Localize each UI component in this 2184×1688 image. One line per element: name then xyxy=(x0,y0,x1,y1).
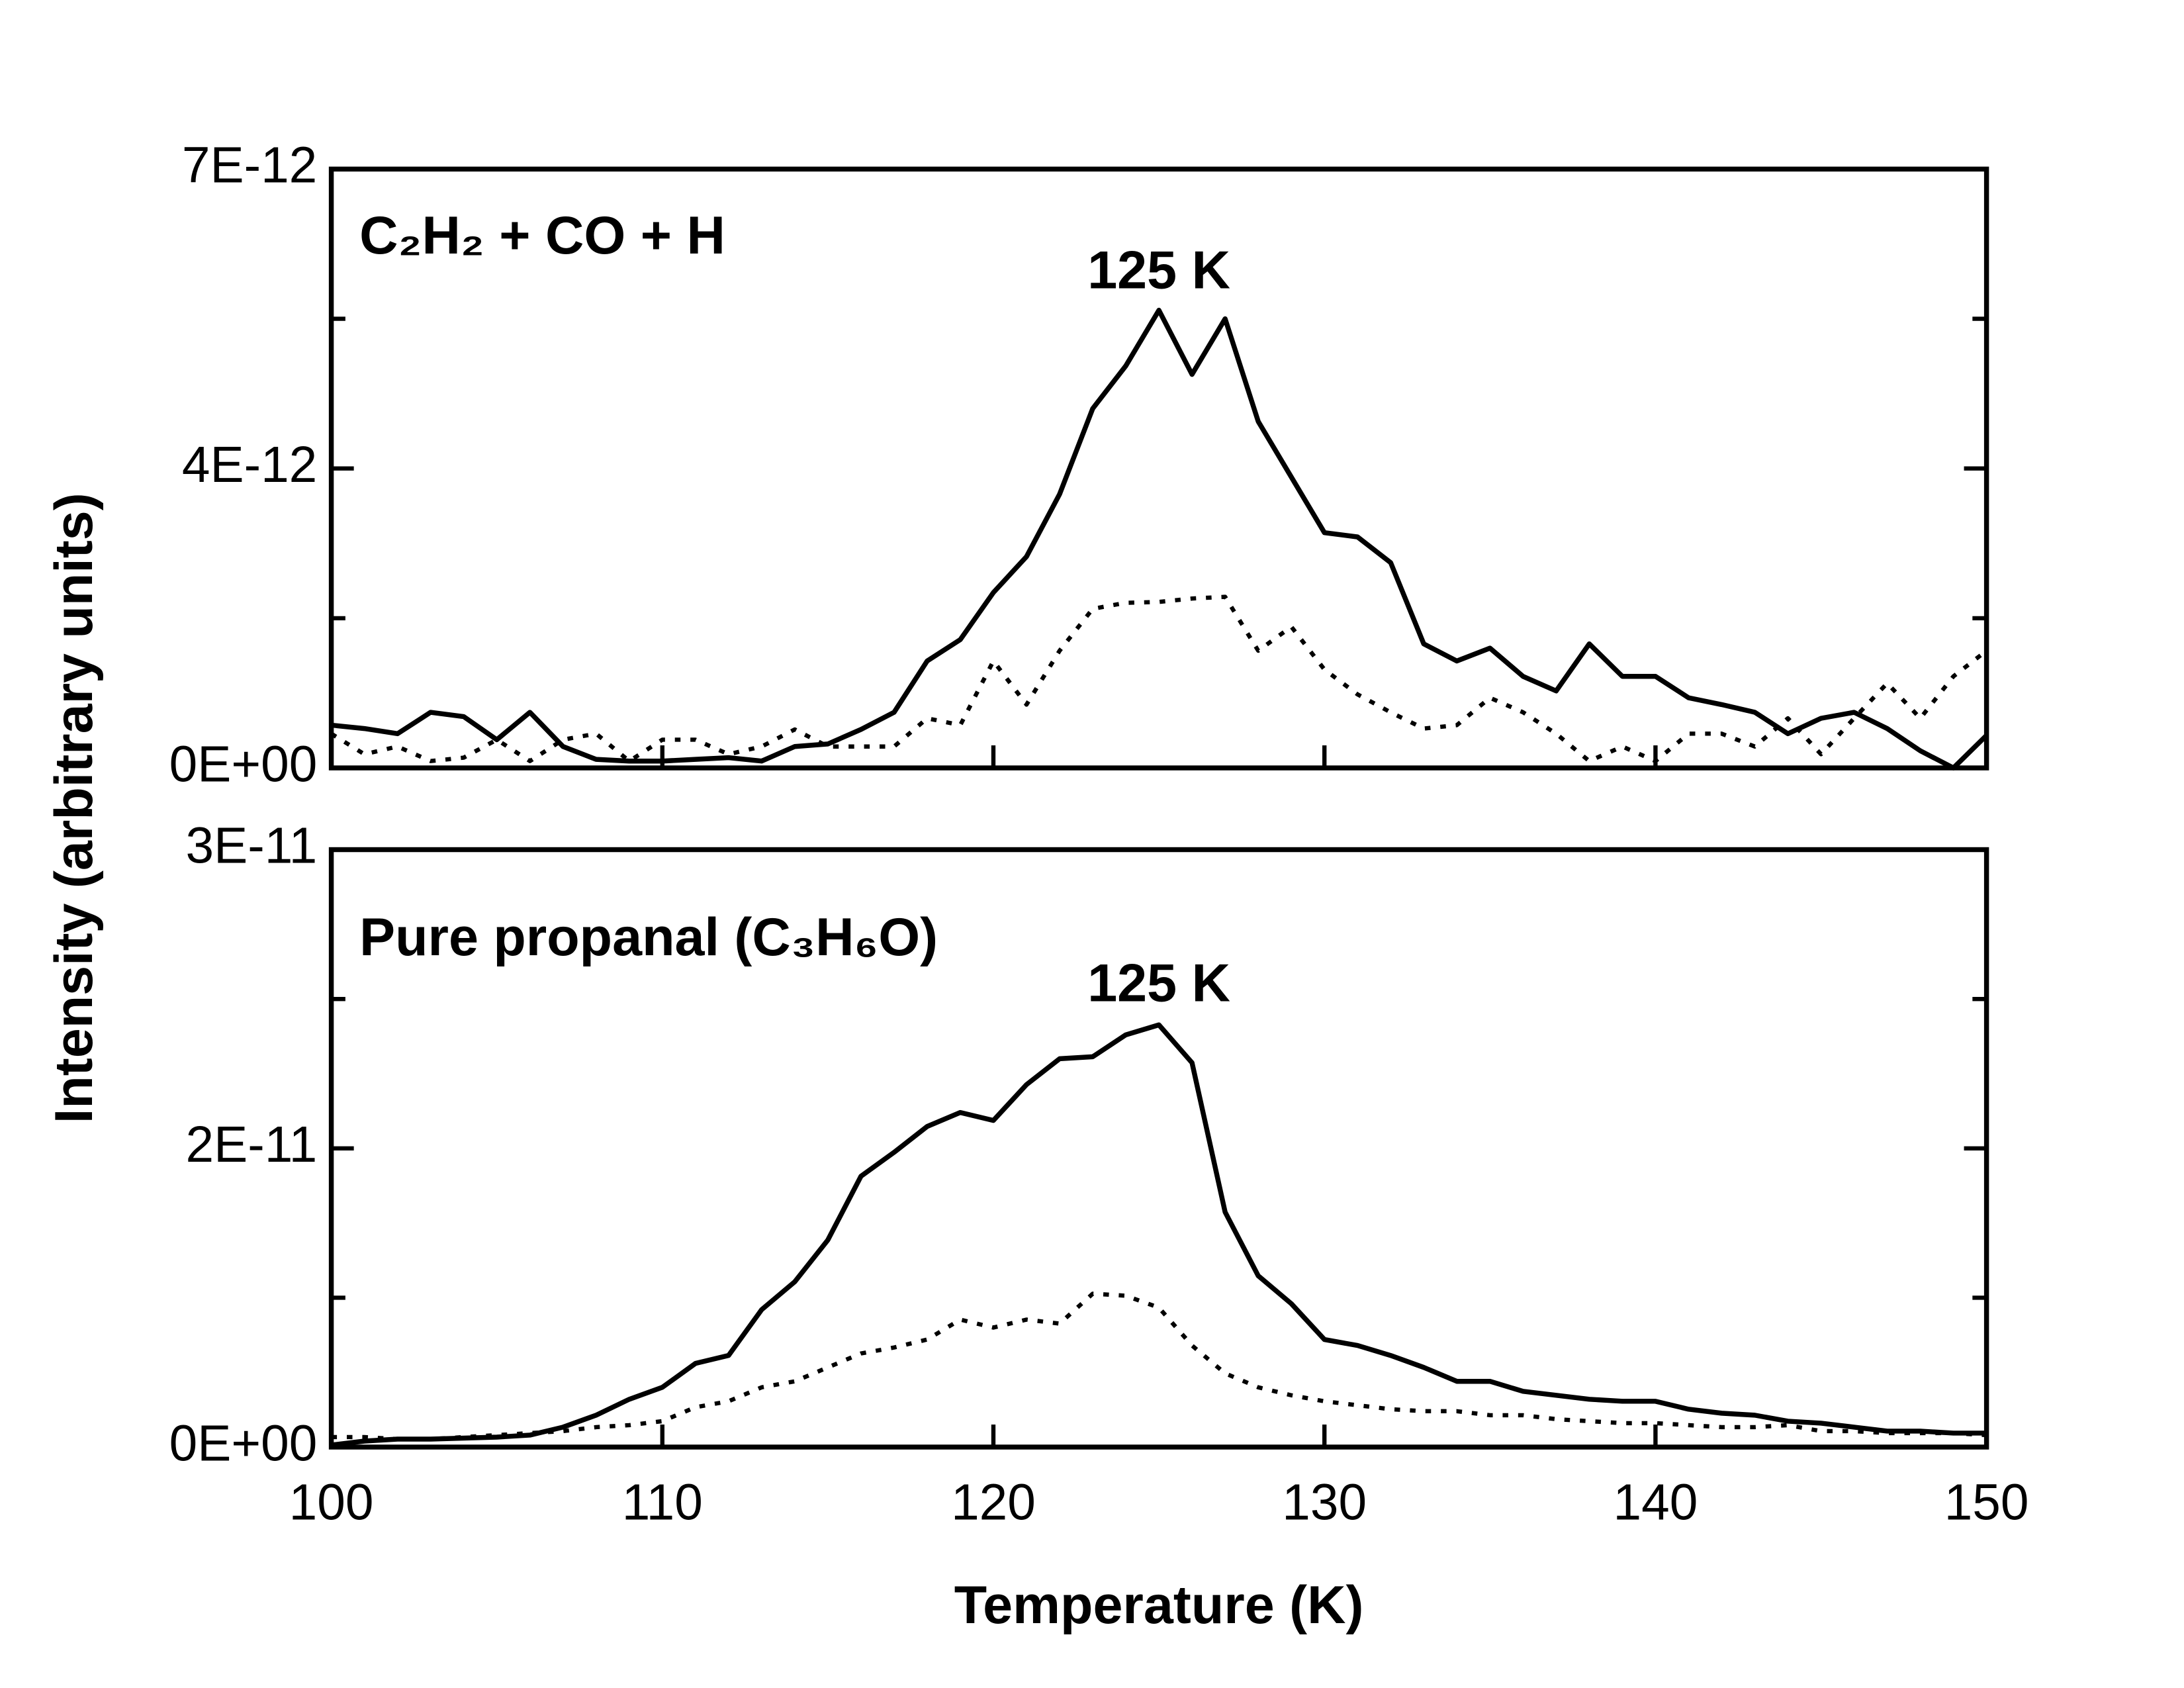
data-line xyxy=(330,594,1988,763)
x-tick-label: 120 xyxy=(951,1475,1036,1531)
x-tick-label: 130 xyxy=(1282,1475,1367,1531)
y-tick-label: 0E+00 xyxy=(169,1415,318,1472)
x-tick-label: 150 xyxy=(1944,1475,2029,1531)
y-axis-title: Intensity (arbitrary units) xyxy=(44,492,104,1123)
y-tick-label: 3E-11 xyxy=(186,818,318,874)
panel-label: Pure propanal (C₃H₆O) xyxy=(359,908,938,967)
panel-label: C₂H₂ + CO + H xyxy=(359,206,725,265)
data-line xyxy=(331,1022,1987,1448)
x-tick-label: 110 xyxy=(622,1475,703,1531)
y-tick-label: 7E-12 xyxy=(182,138,317,194)
y-tick-label: 2E-11 xyxy=(186,1117,318,1173)
annotation: 125 K xyxy=(1087,241,1230,301)
data-line xyxy=(331,1291,1987,1442)
x-axis-title: Temperature (K) xyxy=(954,1575,1364,1635)
y-tick-label: 4E-12 xyxy=(182,437,317,493)
data-line xyxy=(331,307,1989,771)
y-tick-label: 0E+00 xyxy=(169,736,318,792)
annotation: 125 K xyxy=(1087,953,1230,1013)
x-tick-label: 100 xyxy=(289,1475,374,1531)
x-tick-label: 140 xyxy=(1614,1475,1698,1531)
